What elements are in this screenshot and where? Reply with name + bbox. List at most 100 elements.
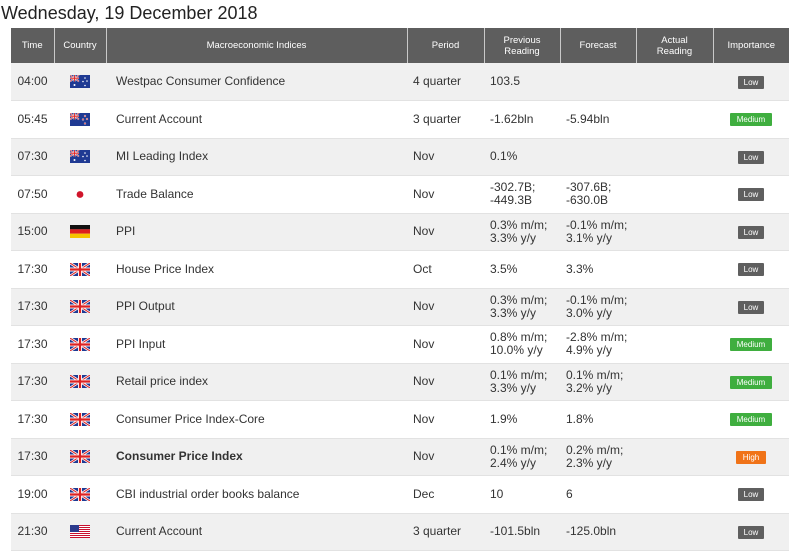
header-previous-line1: Previous <box>503 34 541 46</box>
index-name[interactable]: PPI Output <box>116 299 175 314</box>
actual-cell <box>636 213 713 251</box>
time-cell: 17:30 <box>17 299 48 314</box>
previous-line2: -449.3B <box>490 193 533 208</box>
australia-flag-icon <box>70 150 90 164</box>
table-row[interactable]: 17:30 Retail price index Nov 0.1% m/m; 3.3% … <box>11 363 789 401</box>
time-cell: 19:00 <box>17 486 48 501</box>
previous-cell: 3.5% <box>484 251 560 289</box>
forecast-value: -5.94bln <box>566 111 610 126</box>
table-row[interactable]: 17:30 Consumer Price Index Nov 0.1% m/m; 2.4… <box>11 438 789 476</box>
time-cell: 21:30 <box>17 524 48 539</box>
forecast-cell: 1.8% <box>560 401 636 439</box>
time-cell: 17:30 <box>17 374 48 389</box>
importance-cell: Medium <box>713 326 789 364</box>
index-name[interactable]: MI Leading Index <box>116 149 209 164</box>
country-cell <box>54 288 106 326</box>
time-cell: 17:30 <box>17 336 48 351</box>
uk-flag-icon <box>70 487 90 501</box>
uk-flag-icon <box>70 337 90 351</box>
table-row[interactable]: 19:00 CBI industrial order books balance D… <box>11 475 789 514</box>
previous-value: 3.5% <box>490 261 518 276</box>
index-name[interactable]: PPI <box>116 224 136 239</box>
country-cell <box>54 326 106 364</box>
importance-cell: Medium <box>713 401 789 439</box>
forecast-line1: -2.8% m/m; <box>566 330 628 345</box>
uk-flag-icon <box>70 412 90 426</box>
previous-line1: 0.3% m/m; <box>490 292 548 307</box>
forecast-cell: -5.94bln <box>560 101 636 139</box>
index-name[interactable]: Consumer Price Index <box>116 449 243 464</box>
previous-value: 1.9% <box>490 411 518 426</box>
table-row[interactable]: 07:50 Trade Balance Nov -302.7B; -449.3B -307… <box>11 175 789 214</box>
country-cell <box>54 213 106 251</box>
table-row[interactable]: 15:00 PPI Nov 0.3% m/m; 3.3% y/y -0.1% m/m; 3.… <box>11 213 789 251</box>
previous-value: -101.5bln <box>490 524 541 539</box>
index-name[interactable]: CBI industrial order books balance <box>116 486 300 501</box>
australia-flag-icon <box>70 75 90 89</box>
period-cell: Nov <box>413 299 435 314</box>
period-cell: Nov <box>413 411 435 426</box>
previous-line2: 3.3% y/y <box>490 380 537 395</box>
actual-cell <box>636 251 713 289</box>
importance-badge: Medium <box>730 113 772 127</box>
forecast-value: 6 <box>566 486 573 501</box>
period-cell: Dec <box>413 486 435 501</box>
index-name[interactable]: Trade Balance <box>116 186 194 201</box>
header-actual-line2: Reading <box>656 45 693 57</box>
index-name[interactable]: PPI Input <box>116 336 166 351</box>
previous-line1: -302.7B; <box>490 180 536 195</box>
index-name[interactable]: Retail price index <box>116 374 209 389</box>
importance-cell: Low <box>713 176 789 214</box>
previous-cell: 10 <box>484 476 560 514</box>
importance-cell: Low <box>713 476 789 514</box>
period-cell: Nov <box>413 149 435 164</box>
forecast-cell: 3.3% <box>560 251 636 289</box>
previous-value: 10 <box>490 486 504 501</box>
uk-flag-icon <box>70 450 90 464</box>
index-name[interactable]: Current Account <box>116 111 203 126</box>
index-name[interactable]: Current Account <box>116 524 203 539</box>
country-cell <box>54 101 106 139</box>
table-row[interactable]: 05:45 Current Account 3 quarter -1.62bln -5.… <box>11 100 789 139</box>
previous-line1: 0.1% m/m; <box>490 442 548 457</box>
table-row[interactable]: 04:00 Westpac Consumer Confidence 4 quarte… <box>11 63 789 101</box>
forecast-line2: 3.0% y/y <box>566 305 613 320</box>
period-cell: 4 quarter <box>413 74 462 88</box>
table-row[interactable]: 21:30 Current Account 3 quarter -101.5bln -1… <box>11 513 789 551</box>
time-cell: 17:30 <box>17 411 48 426</box>
forecast-line1: 0.1% m/m; <box>566 367 624 382</box>
index-name[interactable]: Consumer Price Index-Core <box>116 411 265 426</box>
uk-flag-icon <box>70 300 90 314</box>
actual-cell <box>636 438 713 476</box>
period-cell: Oct <box>413 261 432 276</box>
previous-cell: 0.8% m/m; 10.0% y/y <box>484 326 560 364</box>
header-index: Macroeconomic Indices <box>106 28 408 63</box>
forecast-cell: -0.1% m/m; 3.0% y/y <box>560 288 636 326</box>
header-actual: Actual Reading <box>636 28 714 63</box>
index-name[interactable]: House Price Index <box>116 261 215 276</box>
forecast-cell: 0.1% m/m; 3.2% y/y <box>560 363 636 401</box>
table-row[interactable]: 17:30 PPI Output Nov 0.3% m/m; 3.3% y/y -0.1%… <box>11 288 789 326</box>
table-row[interactable]: 17:30 House Price Index Oct 3.5% 3.3% Low <box>11 250 789 289</box>
importance-badge: Medium <box>730 338 772 352</box>
table-row[interactable]: 17:30 Consumer Price Index-Core Nov 1.9% 1.8… <box>11 400 789 439</box>
index-name[interactable]: Westpac Consumer Confidence <box>116 74 286 88</box>
forecast-line1: 0.2% m/m; <box>566 442 624 457</box>
country-cell <box>54 513 106 551</box>
previous-cell: -101.5bln <box>484 513 560 551</box>
previous-cell: 1.9% <box>484 401 560 439</box>
forecast-cell: -0.1% m/m; 3.1% y/y <box>560 213 636 251</box>
forecast-cell: -307.6B; -630.0B <box>560 176 636 214</box>
importance-cell: Low <box>713 63 789 101</box>
actual-cell <box>636 476 713 514</box>
country-cell <box>54 138 106 176</box>
header-forecast: Forecast <box>560 28 637 63</box>
actual-cell <box>636 288 713 326</box>
importance-badge: Low <box>738 300 764 314</box>
forecast-value: 1.8% <box>566 411 594 426</box>
period-cell: 3 quarter <box>413 111 462 126</box>
time-cell: 04:00 <box>17 74 48 88</box>
table-row[interactable]: 17:30 PPI Input Nov 0.8% m/m; 10.0% y/y -2.8%… <box>11 325 789 364</box>
forecast-cell <box>560 63 636 101</box>
table-row[interactable]: 07:30 MI Leading Index Nov 0.1% Low <box>11 138 789 176</box>
